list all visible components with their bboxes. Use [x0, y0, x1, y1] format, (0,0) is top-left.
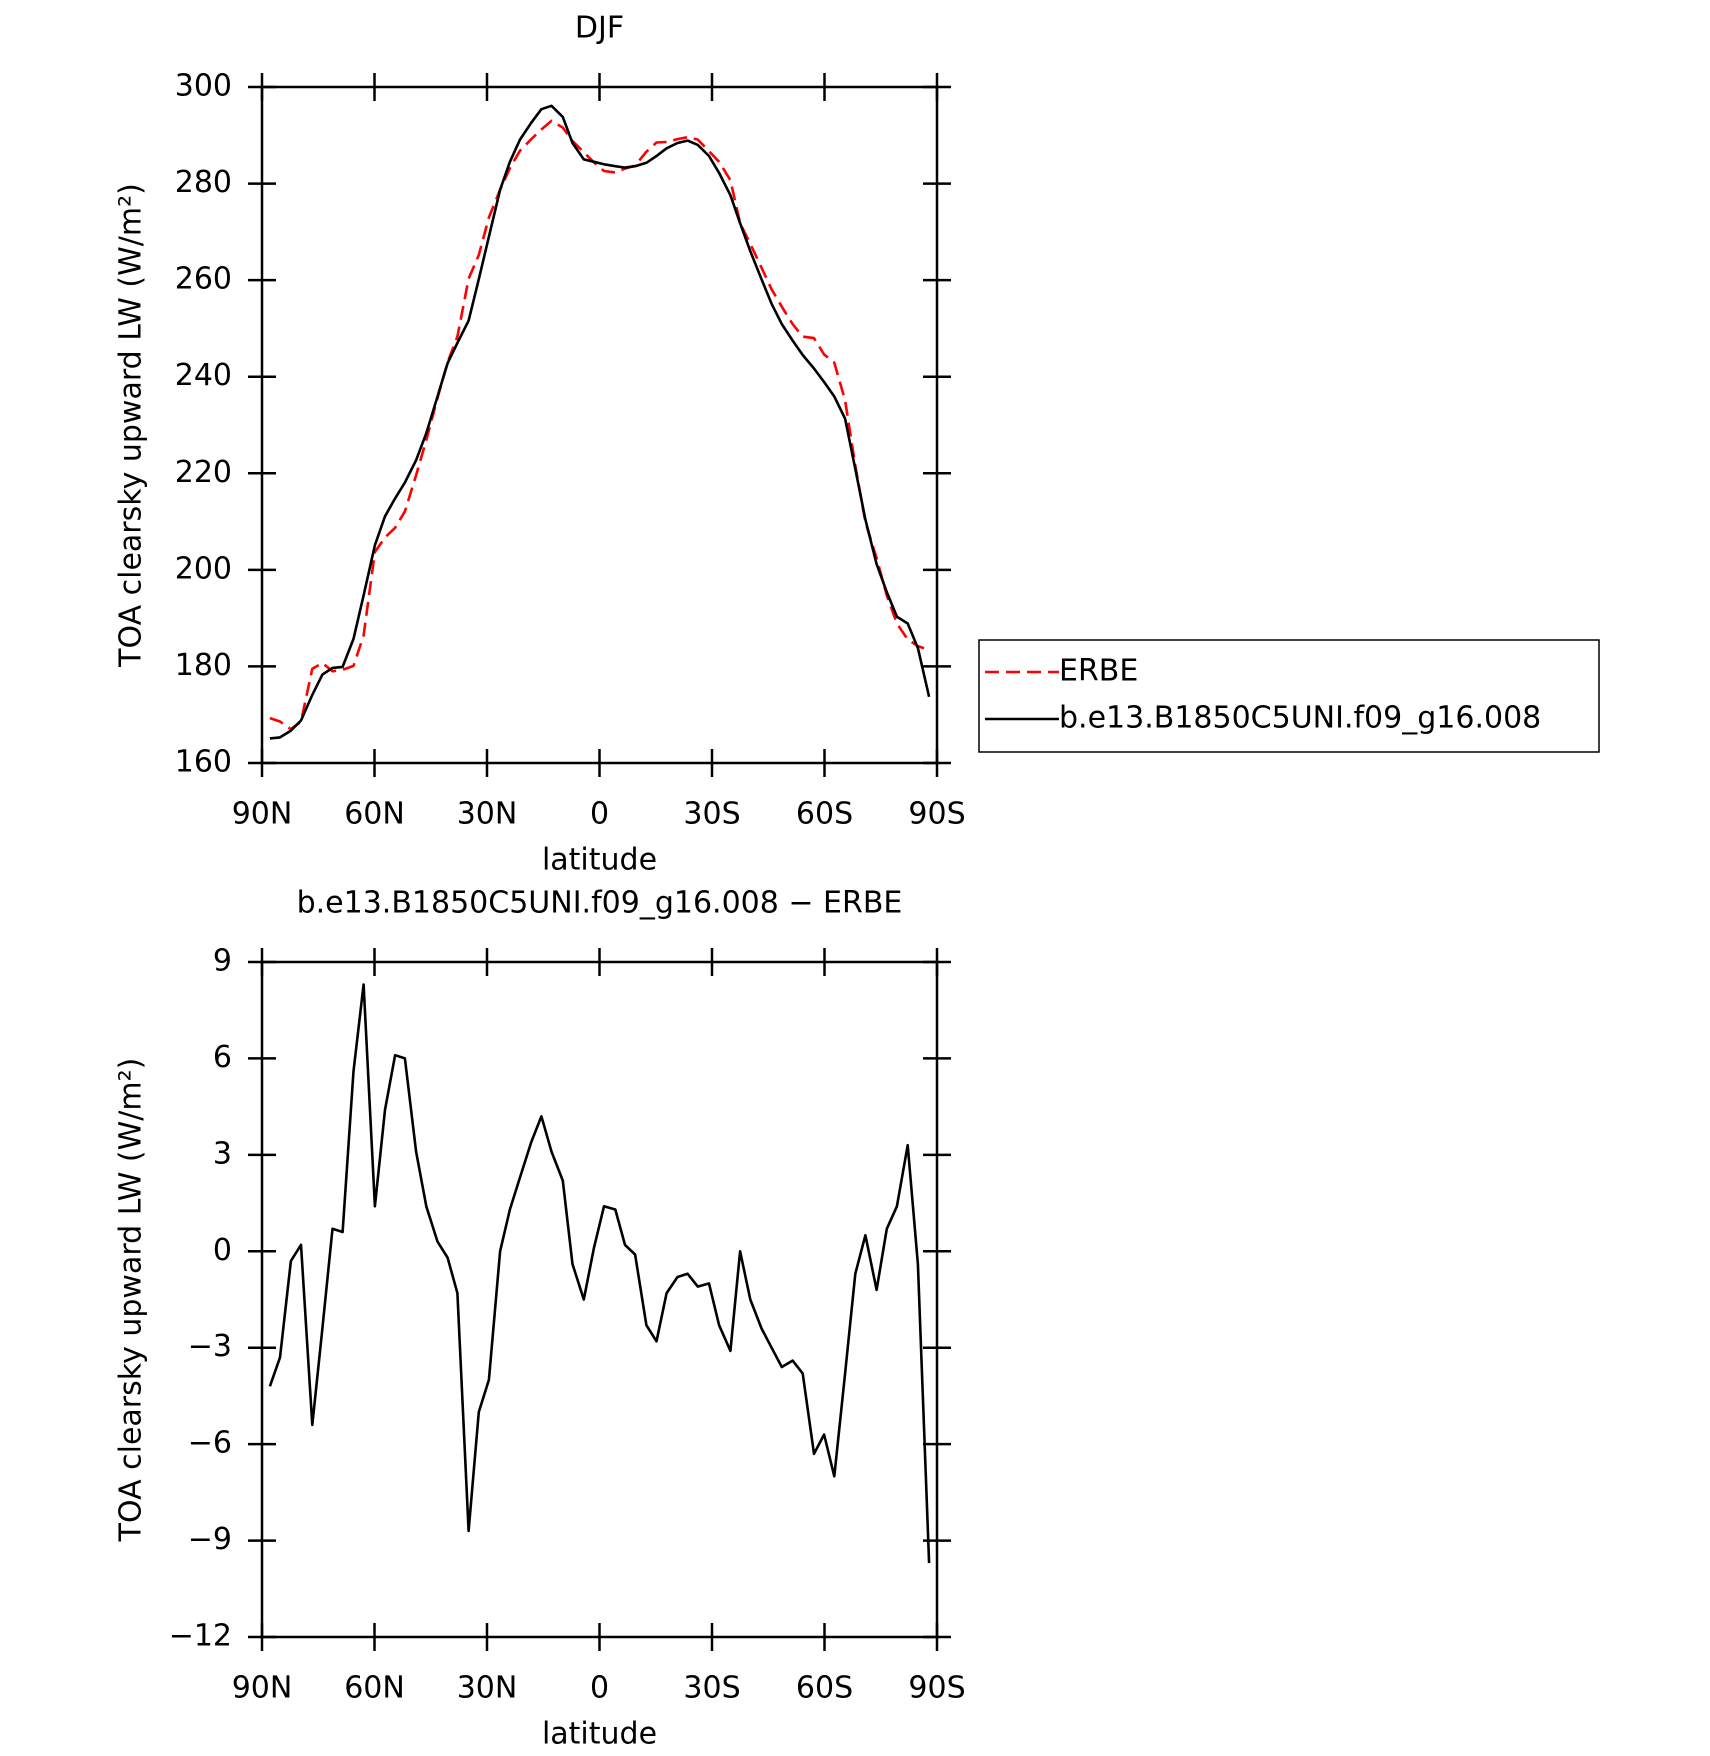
- data-line: [268, 983, 931, 1564]
- y-tick-label: −3: [188, 1329, 232, 1364]
- data-line: [269, 104, 931, 740]
- chart-title: b.e13.B1850C5UNI.f09_g16.008 − ERBE: [297, 886, 903, 921]
- y-tick-label: 300: [175, 69, 232, 104]
- y-axis-label: TOA clearsky upward LW (W/m²): [114, 1058, 149, 1543]
- y-tick-label: 9: [213, 944, 232, 979]
- y-tick-label: −6: [188, 1426, 232, 1461]
- y-tick-label: 3: [213, 1136, 232, 1171]
- x-tick-label: 90N: [232, 1671, 293, 1706]
- x-axis-label: latitude: [542, 1717, 657, 1752]
- legend-label: b.e13.B1850C5UNI.f09_g16.008: [1059, 701, 1541, 736]
- chart-title: DJF: [575, 11, 624, 46]
- y-tick-label: 260: [175, 262, 232, 297]
- x-tick-label: 30S: [683, 1671, 740, 1706]
- x-tick-label: 90S: [908, 797, 965, 832]
- y-tick-label: 160: [175, 745, 232, 780]
- legend-box: [978, 639, 1600, 753]
- y-tick-label: 200: [175, 551, 232, 586]
- y-axis-label: TOA clearsky upward LW (W/m²): [114, 183, 149, 668]
- x-tick-label: 0: [590, 797, 609, 832]
- y-tick-label: 0: [213, 1233, 232, 1268]
- x-axis-label: latitude: [542, 843, 657, 878]
- legend-label: ERBE: [1059, 654, 1138, 689]
- x-tick-label: 30S: [683, 797, 740, 832]
- y-tick-label: 180: [175, 648, 232, 683]
- x-tick-label: 0: [590, 1671, 609, 1706]
- y-tick-label: 6: [213, 1040, 232, 1075]
- x-tick-label: 60N: [344, 1671, 405, 1706]
- y-tick-label: −9: [188, 1522, 232, 1557]
- y-tick-label: 220: [175, 455, 232, 490]
- y-tick-label: −12: [169, 1619, 232, 1654]
- x-tick-label: 90N: [232, 797, 293, 832]
- x-tick-label: 90S: [908, 1671, 965, 1706]
- x-tick-label: 60S: [796, 1671, 853, 1706]
- x-tick-label: 30N: [457, 1671, 518, 1706]
- y-tick-label: 240: [175, 358, 232, 393]
- x-tick-label: 30N: [457, 797, 518, 832]
- y-tick-label: 280: [175, 165, 232, 200]
- plot-frame: [260, 85, 939, 765]
- x-tick-label: 60S: [796, 797, 853, 832]
- x-tick-label: 60N: [344, 797, 405, 832]
- plot-frame: [260, 960, 939, 1639]
- data-line: [269, 119, 930, 731]
